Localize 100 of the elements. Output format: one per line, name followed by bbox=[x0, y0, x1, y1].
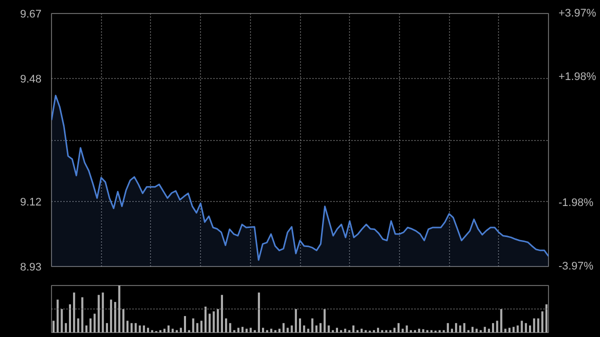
bar bbox=[320, 323, 322, 332]
bar bbox=[225, 318, 228, 332]
bar bbox=[537, 318, 540, 332]
bar bbox=[114, 302, 116, 332]
bar bbox=[484, 326, 486, 332]
bar bbox=[241, 326, 244, 332]
bar bbox=[324, 309, 326, 332]
bar bbox=[220, 294, 223, 332]
bar bbox=[102, 292, 104, 332]
bar bbox=[352, 325, 354, 332]
bar bbox=[360, 328, 363, 332]
bar bbox=[446, 323, 449, 332]
bar bbox=[541, 311, 544, 332]
bar bbox=[126, 320, 129, 332]
bar bbox=[298, 318, 302, 332]
bar bbox=[488, 328, 490, 332]
bar bbox=[492, 323, 494, 332]
bar bbox=[258, 292, 260, 332]
bar bbox=[278, 328, 280, 332]
bar bbox=[118, 286, 120, 332]
bar bbox=[250, 328, 252, 332]
bar bbox=[315, 325, 318, 332]
bar bbox=[496, 320, 498, 332]
bar bbox=[471, 326, 474, 332]
bar bbox=[73, 292, 76, 332]
bar bbox=[64, 323, 67, 332]
bar bbox=[286, 328, 289, 332]
bar bbox=[56, 300, 59, 332]
bar bbox=[476, 328, 478, 332]
bar bbox=[94, 314, 96, 332]
bar bbox=[528, 325, 532, 332]
bar bbox=[508, 328, 511, 332]
bar bbox=[455, 323, 458, 332]
bar bbox=[81, 297, 84, 332]
bar bbox=[516, 325, 519, 332]
bar bbox=[85, 325, 88, 332]
bar bbox=[533, 318, 536, 332]
bar bbox=[463, 323, 466, 332]
bar bbox=[294, 309, 297, 332]
bar bbox=[311, 318, 314, 332]
bar bbox=[60, 309, 63, 332]
bar bbox=[237, 328, 240, 332]
bar bbox=[282, 323, 285, 332]
bar bbox=[418, 328, 420, 332]
bar bbox=[196, 323, 198, 332]
bar bbox=[459, 325, 462, 332]
bar bbox=[192, 318, 194, 332]
y2-tick-label: +3.97% bbox=[558, 8, 596, 20]
y-tick-label: 9.12 bbox=[20, 196, 42, 209]
bar bbox=[98, 294, 100, 332]
bar bbox=[307, 328, 310, 332]
bar bbox=[246, 328, 248, 332]
bar bbox=[134, 323, 137, 332]
bar bbox=[422, 329, 424, 332]
bar bbox=[142, 325, 145, 332]
bar bbox=[163, 328, 166, 332]
y2-tick-label: -3.97% bbox=[558, 260, 594, 272]
bar bbox=[303, 325, 306, 332]
bar bbox=[122, 309, 124, 332]
bar bbox=[512, 326, 515, 332]
bar bbox=[229, 323, 232, 332]
y-tick-label: 9.48 bbox=[20, 73, 42, 86]
bar bbox=[52, 320, 55, 332]
bar bbox=[450, 328, 453, 332]
y2-tick-label: +1.98% bbox=[558, 70, 596, 83]
bar bbox=[336, 328, 338, 332]
bar bbox=[402, 328, 404, 332]
bar bbox=[398, 323, 400, 332]
bar bbox=[172, 328, 174, 332]
bar bbox=[147, 328, 150, 332]
bar bbox=[204, 306, 207, 332]
bar bbox=[168, 325, 170, 332]
y2-tick-label: -1.98% bbox=[558, 197, 594, 210]
bar bbox=[406, 325, 408, 332]
bar bbox=[290, 325, 293, 332]
bar bbox=[68, 304, 72, 332]
bar bbox=[377, 328, 380, 332]
bar bbox=[500, 309, 502, 332]
bar bbox=[216, 309, 219, 332]
bar bbox=[110, 300, 112, 332]
bar bbox=[270, 328, 272, 332]
bar bbox=[89, 318, 92, 332]
bar bbox=[138, 325, 141, 332]
bar bbox=[180, 328, 182, 332]
y-tick-label: 9.67 bbox=[20, 8, 42, 20]
bar bbox=[344, 328, 346, 332]
bar bbox=[520, 320, 523, 332]
bar bbox=[524, 323, 527, 332]
bar bbox=[545, 304, 548, 332]
bar bbox=[262, 328, 264, 332]
bar bbox=[130, 323, 133, 332]
y-tick-label: 8.93 bbox=[20, 262, 42, 274]
bar bbox=[393, 328, 396, 332]
bar bbox=[212, 311, 215, 332]
bar bbox=[200, 320, 202, 332]
bar bbox=[208, 314, 211, 332]
bar bbox=[184, 316, 186, 332]
bar bbox=[504, 328, 506, 332]
bar bbox=[106, 323, 108, 332]
bar bbox=[328, 325, 330, 332]
